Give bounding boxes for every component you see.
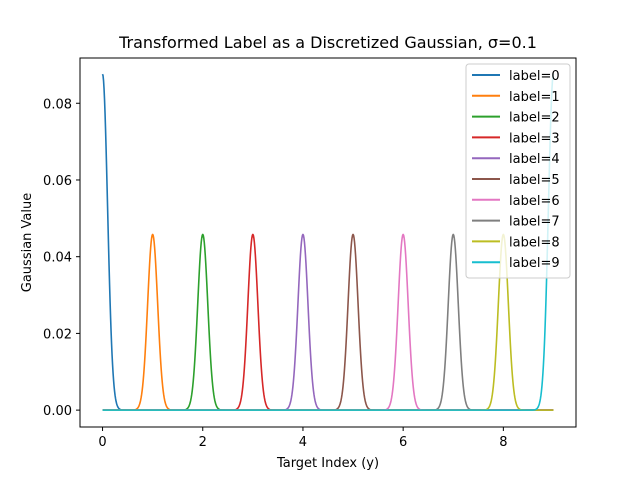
plot-lines [101,73,555,411]
x-axis-label: Target Index (y) [276,456,379,471]
legend-label: label=4 [509,152,560,167]
legend-label: label=9 [509,256,560,271]
legend-label: label=8 [509,235,560,250]
legend-label: label=0 [509,69,560,84]
legend-label: label=3 [509,131,560,146]
legend: label=0 label=1 label=2 label=3 label=4 label… [465,63,571,279]
y-axis: 0.00 0.02 0.04 0.06 0.08 [43,97,80,419]
x-axis: 0 2 4 6 8 [98,427,507,450]
x-tick-label: 6 [399,435,407,450]
x-tick-label: 8 [499,435,507,450]
legend-label: label=1 [509,90,560,105]
chart-title: Transformed Label as a Discretized Gauss… [118,33,537,52]
legend-label: label=6 [509,194,560,209]
y-tick-label: 0.00 [43,404,72,419]
y-tick-label: 0.08 [43,97,72,112]
legend-label: label=5 [509,173,560,188]
x-tick-label: 4 [299,435,307,450]
y-tick-label: 0.04 [43,251,72,266]
y-tick-label: 0.06 [43,174,72,189]
series-line-label-9 [102,73,555,411]
x-tick-label: 0 [98,435,106,450]
legend-label: label=7 [509,215,560,230]
x-tick-label: 2 [199,435,207,450]
y-axis-label: Gaussian Value [20,193,35,292]
axes-frame [79,57,577,428]
legend-label: label=2 [509,111,560,126]
y-tick-label: 0.02 [43,327,72,342]
